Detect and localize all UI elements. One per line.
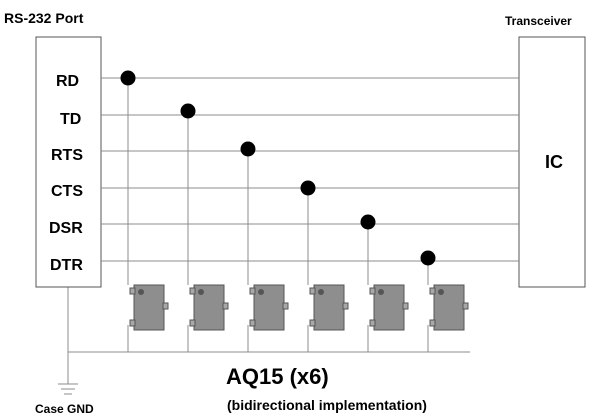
junction-node-rts [240, 141, 256, 157]
case-gnd-label: Case GND [35, 402, 94, 416]
ground-bus [68, 325, 470, 353]
aq15-device-4 [309, 284, 349, 331]
aq15-device-2 [189, 284, 229, 331]
signal-label-dtr: DTR [50, 257, 83, 274]
transceiver-ic-box [518, 36, 586, 288]
junction-node-cts [300, 180, 316, 196]
device-sublabel: (bidirectional implementation) [227, 397, 427, 413]
junction-node-rd [120, 70, 136, 86]
junction-node-td [180, 103, 196, 119]
junction-node-dtr [420, 250, 436, 266]
aq15-device-3 [249, 284, 289, 331]
rs232-port-label: RS-232 Port [4, 10, 84, 26]
junction-nodes [120, 70, 436, 266]
rs232-port-box [35, 36, 102, 288]
signal-label-dsr: DSR [49, 220, 83, 237]
transceiver-label: Transceiver [505, 14, 572, 28]
signal-lines [101, 77, 519, 262]
aq15-device-1 [129, 284, 169, 331]
signal-label-cts: CTS [51, 183, 83, 200]
ground-symbol-icon [58, 383, 78, 395]
ic-label: IC [545, 152, 563, 172]
aq15-device-6 [429, 284, 469, 331]
signal-label-td: TD [60, 111, 81, 128]
tap-lines [127, 78, 429, 285]
signal-label-rd: RD [56, 73, 79, 90]
aq15-device-5 [369, 284, 409, 331]
signal-label-rts: RTS [51, 147, 83, 164]
device-label: AQ15 (x6) [226, 364, 329, 389]
junction-node-dsr [360, 214, 376, 230]
